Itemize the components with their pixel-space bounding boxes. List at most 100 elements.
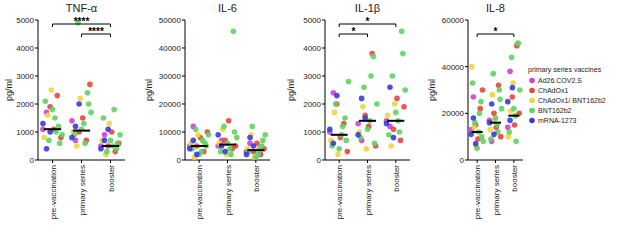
y-tick: [465, 160, 468, 161]
point: [85, 90, 91, 96]
point: [50, 107, 56, 113]
median: [102, 145, 119, 147]
point: [117, 132, 123, 138]
point: [200, 138, 206, 144]
point: [360, 104, 366, 110]
x-tick: [513, 160, 514, 163]
x-tick-label: booster: [107, 165, 116, 192]
y-tick: [322, 104, 325, 105]
x-tick: [395, 160, 396, 163]
y-tick-label: 60000: [442, 16, 465, 25]
point: [511, 106, 517, 112]
point: [222, 149, 228, 155]
point: [193, 126, 199, 132]
plot-area: [187, 28, 268, 160]
median: [44, 128, 61, 130]
point: [102, 132, 108, 138]
point: [228, 152, 234, 158]
point: [81, 121, 87, 127]
x-tick-label: primary series: [224, 165, 233, 215]
legend-title: primary series vaccines: [528, 66, 602, 74]
panel: IL-1βpg/ml010002000300040005000pre-vacci…: [286, 2, 410, 219]
point: [399, 28, 405, 34]
y-tick: [322, 76, 325, 77]
point: [82, 140, 88, 146]
title: IL-1β: [355, 2, 380, 14]
y-tick-label: 1000: [16, 128, 34, 137]
legend-marker: [529, 78, 535, 84]
point: [334, 93, 340, 99]
point: [496, 83, 502, 89]
x-tick: [339, 160, 340, 163]
point: [244, 152, 250, 158]
point: [54, 93, 60, 99]
point: [391, 126, 397, 132]
point: [478, 99, 484, 105]
legend-marker: [529, 98, 535, 104]
significance: *: [351, 26, 355, 37]
y-tick-label: 20000: [442, 109, 465, 118]
point: [86, 101, 92, 107]
point: [497, 97, 503, 103]
point: [385, 112, 391, 118]
point: [359, 96, 365, 102]
y-tick: [35, 160, 38, 161]
panel: IL-6pg/ml01000020000300004000050000pre-v…: [144, 2, 270, 219]
point: [506, 134, 512, 140]
point: [490, 71, 496, 77]
point: [361, 84, 367, 90]
point: [510, 80, 516, 86]
point: [505, 99, 511, 105]
point: [45, 112, 51, 118]
point: [496, 87, 502, 93]
point: [390, 73, 396, 79]
point: [343, 138, 349, 144]
point: [102, 138, 108, 144]
y-label: pg/ml: [4, 79, 14, 101]
legend-label: BNT162b2: [538, 107, 572, 114]
point: [364, 146, 370, 152]
title: IL-6: [218, 2, 237, 14]
significance: *: [366, 16, 370, 27]
title: TNF-α: [66, 2, 98, 14]
point: [221, 124, 227, 130]
y-tick: [322, 132, 325, 133]
point: [507, 69, 513, 75]
point: [471, 125, 477, 131]
legend-marker: [529, 118, 535, 124]
point: [477, 111, 483, 117]
point: [234, 135, 240, 141]
x-tick-label: primary series: [492, 165, 501, 215]
y-tick: [465, 66, 468, 67]
panel: TNF-αpg/ml010002000300040005000pre-vacci…: [4, 2, 125, 219]
point: [333, 101, 339, 107]
y-tick-label: 5000: [303, 16, 321, 25]
point: [41, 135, 47, 141]
median: [472, 131, 483, 133]
y-tick-label: 1000: [303, 128, 321, 137]
x-tick-label: pre-vaccination: [49, 165, 58, 219]
point: [513, 139, 519, 145]
x-tick-label: pre-vaccination: [335, 165, 344, 219]
legend-label: mRNA-1273: [538, 117, 577, 124]
x-tick: [199, 160, 200, 163]
median: [387, 120, 404, 122]
point: [78, 96, 84, 102]
point: [76, 101, 82, 107]
figure: TNF-αpg/ml010002000300040005000pre-vacci…: [0, 0, 622, 238]
point: [342, 115, 348, 121]
plot-area: [468, 41, 522, 152]
y-tick-label: 0: [30, 156, 35, 165]
point: [498, 134, 504, 140]
y-tick-label: 4000: [303, 44, 321, 53]
x-tick-label: booster: [510, 165, 519, 192]
x-tick: [495, 160, 496, 163]
x-tick-label: pre-vaccination: [473, 165, 482, 219]
x-tick: [255, 160, 256, 163]
y-tick-label: 2000: [16, 100, 34, 109]
point: [215, 132, 221, 138]
point: [40, 121, 46, 127]
y-tick: [35, 76, 38, 77]
point: [488, 136, 494, 142]
point: [397, 129, 403, 135]
